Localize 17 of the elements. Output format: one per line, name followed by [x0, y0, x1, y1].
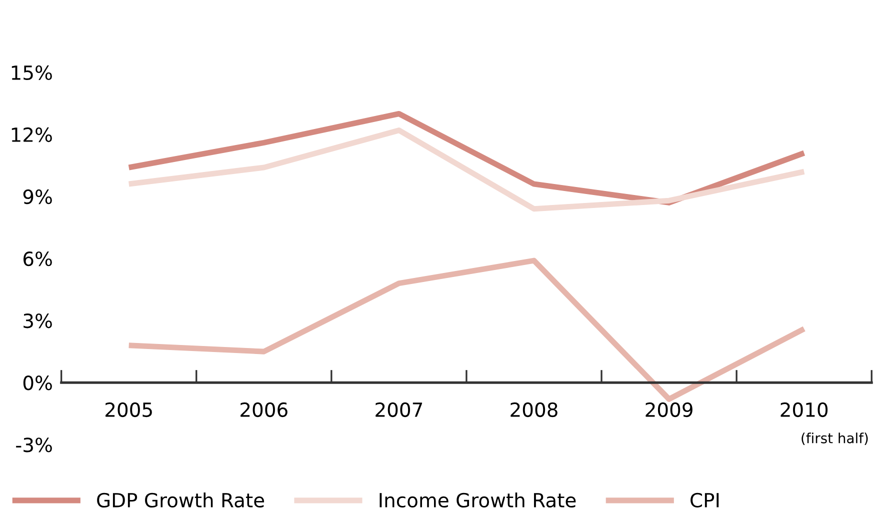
legend-label: Income Growth Rate	[380, 492, 576, 508]
y-tick-label: 12%	[12, 127, 52, 142]
x-tick-label: 2010	[780, 402, 828, 418]
annotation: (first half)	[802, 432, 868, 445]
x-tick-label: 2008	[510, 402, 558, 418]
legend-label: GDP Growth Rate	[97, 492, 264, 508]
x-tick-label: 2009	[646, 402, 692, 418]
y-tick-label: 3%	[24, 313, 52, 328]
y-tick-label: 9%	[23, 189, 52, 204]
y-tick-label: 15%	[12, 65, 52, 80]
x-tick-label: 2005	[106, 402, 152, 418]
legend-label: CPI	[690, 492, 719, 508]
x-tick-label: 2007	[376, 402, 422, 418]
x-tick-label: 2006	[240, 402, 288, 418]
y-tick-label: -3%	[16, 438, 52, 452]
y-tick-label: 0%	[23, 376, 52, 390]
y-tick-label: 6%	[24, 251, 52, 266]
